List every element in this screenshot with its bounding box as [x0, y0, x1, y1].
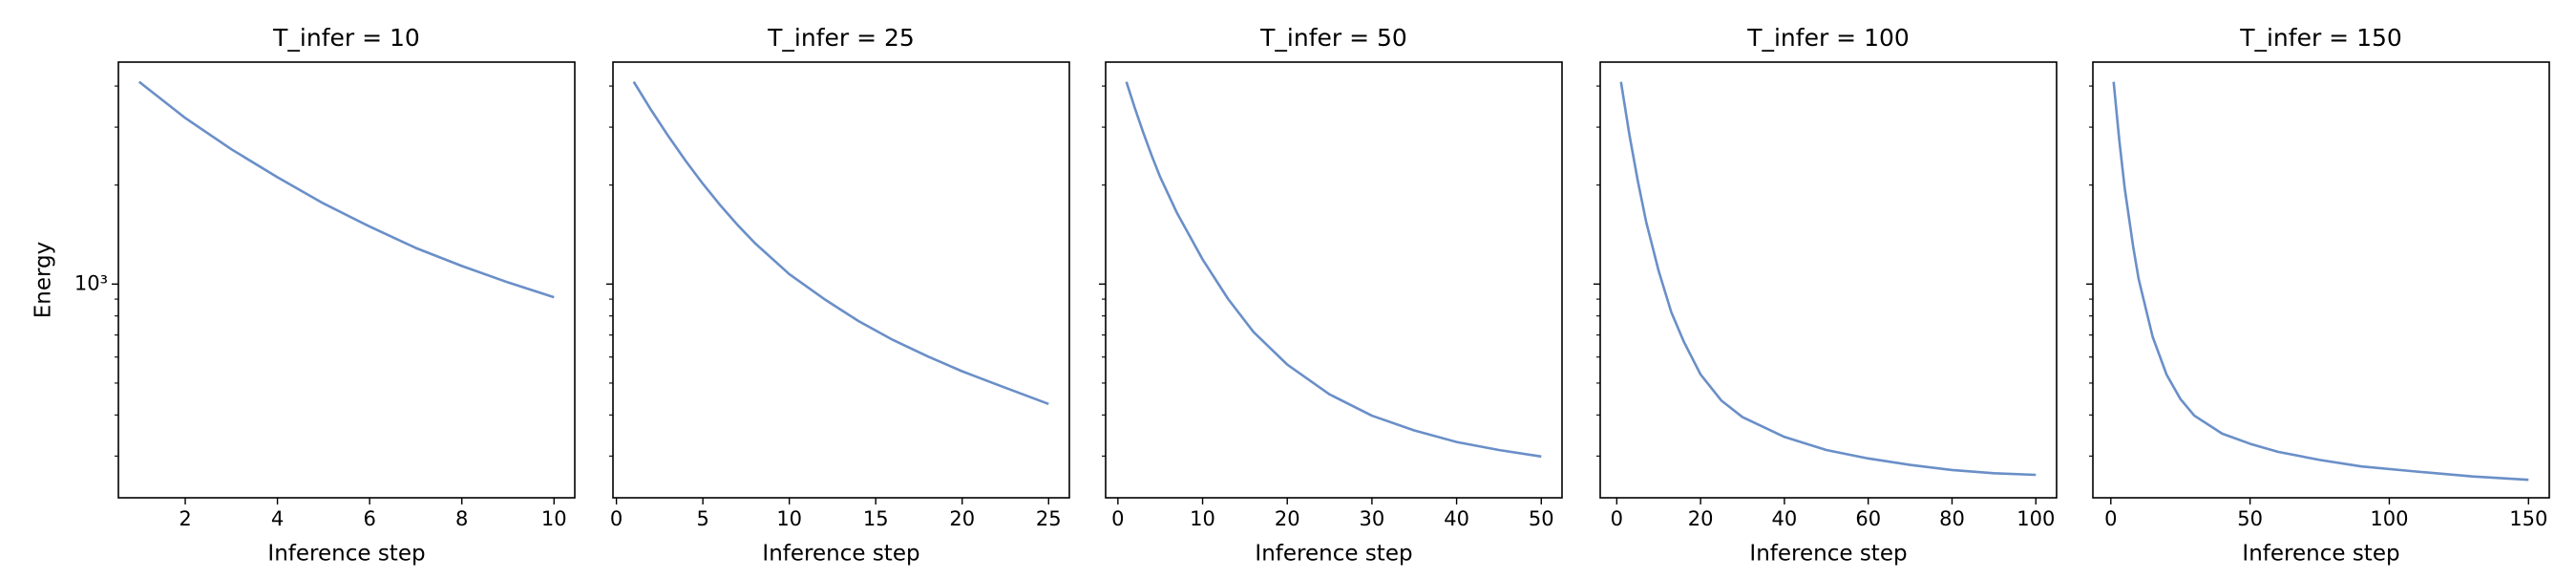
x-axis-label: Inference step — [1749, 542, 1907, 567]
subplot-title: T_infer = 150 — [2239, 24, 2402, 52]
axes-frame — [2092, 61, 2550, 499]
x-tick-label: 50 — [1529, 507, 1554, 530]
axes-frame — [117, 61, 576, 499]
x-tick-label: 0 — [610, 507, 623, 530]
x-tick-label: 60 — [1855, 507, 1881, 530]
x-tick-label: 4 — [271, 507, 284, 530]
y-tick-label: 10³ — [74, 271, 108, 294]
x-axis-label: Inference step — [762, 542, 919, 567]
x-tick-label: 100 — [2370, 507, 2408, 530]
x-tick-label: 20 — [949, 507, 975, 530]
x-tick-label: 10 — [1190, 507, 1215, 530]
line — [1619, 81, 2037, 477]
x-axis-label: Inference step — [2242, 542, 2399, 567]
y-axis-label: Energy — [32, 242, 56, 319]
x-tick-label: 30 — [1360, 507, 1385, 530]
x-tick-label: 10 — [776, 507, 802, 530]
line — [137, 80, 555, 299]
x-tick-label: 20 — [1688, 507, 1714, 530]
x-tick-label: 100 — [2016, 507, 2055, 530]
x-tick-label: 80 — [1939, 507, 1965, 530]
axes-frame — [1599, 61, 2058, 499]
x-tick-label: 2 — [179, 507, 191, 530]
x-tick-label: 0 — [2104, 507, 2117, 530]
line — [632, 80, 1049, 406]
subplot-title: T_infer = 100 — [1746, 24, 1910, 52]
x-tick-label: 10 — [541, 507, 567, 530]
x-tick-label: 6 — [363, 507, 375, 530]
x-tick-label: 20 — [1275, 507, 1300, 530]
x-tick-label: 8 — [455, 507, 468, 530]
x-tick-label: 40 — [1444, 507, 1469, 530]
subplot-title: T_infer = 25 — [767, 24, 915, 52]
x-tick-label: 50 — [2237, 507, 2263, 530]
x-tick-label: 5 — [696, 507, 708, 530]
line — [2112, 81, 2529, 482]
axes-frame — [1105, 61, 1563, 499]
x-tick-label: 0 — [1111, 507, 1124, 530]
x-axis-label: Inference step — [1255, 542, 1412, 567]
line — [1125, 81, 1542, 459]
x-axis-label: Inference step — [267, 542, 425, 567]
axes-frame — [612, 61, 1070, 499]
x-tick-label: 25 — [1036, 507, 1062, 530]
subplot-title: T_infer = 10 — [272, 24, 420, 52]
x-tick-label: 0 — [1611, 507, 1623, 530]
x-tick-label: 150 — [2509, 507, 2547, 530]
x-tick-label: 15 — [863, 507, 889, 530]
subplot-title: T_infer = 50 — [1259, 24, 1407, 52]
x-tick-label: 40 — [1772, 507, 1798, 530]
